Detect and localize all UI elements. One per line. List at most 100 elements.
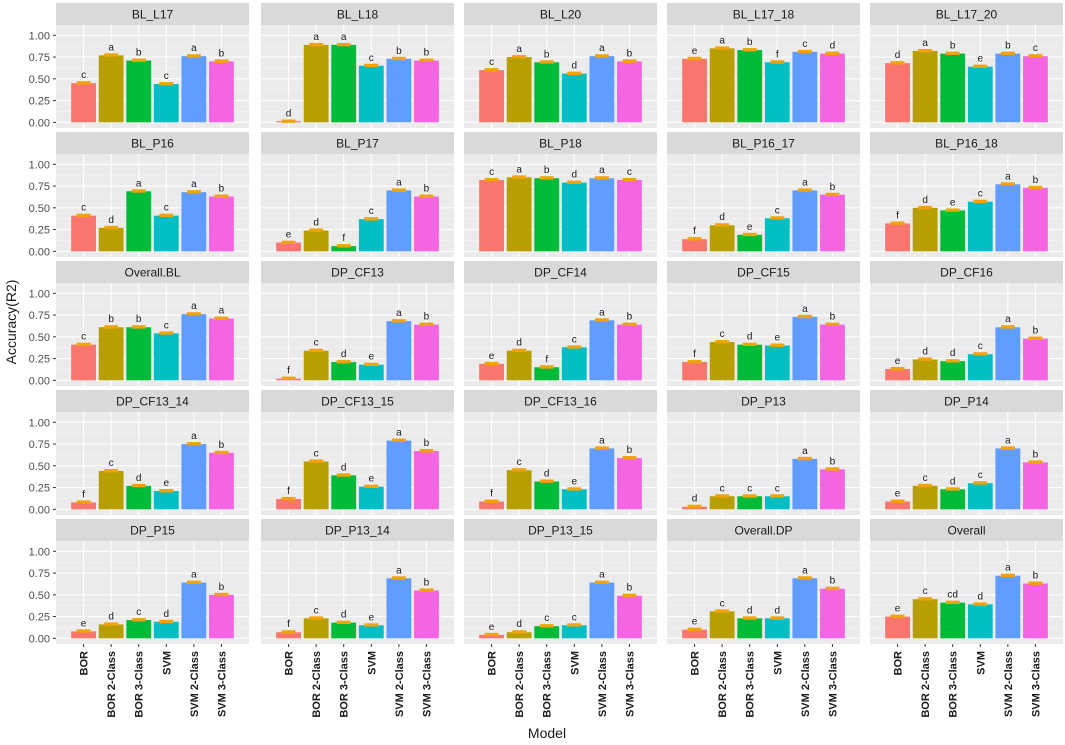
- facet-title: DP_CF13_14: [116, 395, 189, 409]
- bar: [303, 618, 329, 639]
- bar: [126, 485, 152, 510]
- bar: [912, 359, 938, 381]
- significance-letter: e: [286, 230, 292, 241]
- error-bar: [131, 189, 146, 193]
- significance-letter: b: [424, 184, 430, 195]
- significance-letter: d: [692, 494, 698, 505]
- significance-letter: a: [516, 164, 522, 175]
- x-tick-label: SVM 2-Class: [394, 651, 406, 717]
- x-tick-label: BOR 2-Class: [514, 651, 526, 718]
- bar: [303, 461, 329, 510]
- error-bar: [76, 81, 91, 85]
- error-bar: [391, 56, 406, 61]
- error-bar: [309, 459, 324, 463]
- x-tick-label: SVM 3-Class: [1030, 651, 1042, 717]
- bar: [940, 489, 966, 510]
- significance-letter: c: [775, 483, 780, 494]
- bar: [386, 321, 412, 381]
- bar: [940, 602, 966, 639]
- error-bar: [770, 494, 785, 498]
- significance-letter: d: [922, 195, 928, 206]
- facet-strip: [667, 3, 860, 25]
- facet-panel: Overall.BL c b b c a a 0.00 0.25 0.50 0.75 1.00: [29, 261, 249, 387]
- bar: [153, 491, 179, 510]
- bar: [885, 501, 910, 510]
- bar: [386, 578, 412, 639]
- significance-letter: a: [922, 38, 928, 49]
- bar: [792, 316, 818, 381]
- facet-title: DP_CF13_15: [321, 395, 394, 409]
- error-bar: [131, 325, 146, 329]
- bar: [940, 361, 966, 381]
- significance-letter: d: [747, 605, 753, 616]
- bar: [737, 618, 763, 639]
- error-bar: [945, 208, 960, 212]
- significance-letter: f: [896, 210, 899, 221]
- significance-letter: d: [747, 332, 753, 343]
- bar: [209, 61, 234, 123]
- bar: [561, 489, 587, 510]
- facet-strip: [261, 261, 454, 283]
- bar: [820, 194, 845, 252]
- facet-strip: [667, 390, 860, 412]
- bar: [995, 184, 1021, 252]
- facet-strip: [464, 390, 657, 412]
- significance-letter: c: [627, 167, 632, 178]
- facet-panel: DP_CF13_15f c d e a b: [261, 390, 454, 515]
- bar: [181, 314, 207, 381]
- y-tick-label: 0.50: [29, 203, 50, 215]
- significance-letter: c: [978, 341, 983, 352]
- significance-letter: a: [1005, 563, 1011, 574]
- bar: [181, 444, 207, 510]
- error-bar: [131, 483, 146, 488]
- significance-letter: c: [489, 57, 494, 68]
- significance-letter: d: [950, 348, 956, 359]
- y-tick-label: 1.00: [29, 417, 50, 429]
- significance-letter: e: [692, 46, 698, 57]
- error-bar: [159, 82, 174, 86]
- facet-strip: [56, 519, 249, 541]
- x-tick-label: BOR 3-Class: [339, 651, 351, 718]
- error-bar: [1028, 581, 1043, 585]
- significance-letter: e: [895, 489, 901, 500]
- significance-letter: b: [627, 48, 633, 59]
- x-tick-label: BOR: [487, 651, 499, 676]
- bar: [709, 611, 735, 639]
- bar: [682, 239, 707, 252]
- error-bar: [973, 602, 988, 606]
- y-tick-label: 0.00: [29, 375, 50, 387]
- significance-letter: d: [978, 591, 984, 602]
- error-bar: [1028, 460, 1043, 464]
- facet-title: DP_P13_14: [325, 524, 390, 538]
- error-bar: [364, 623, 379, 627]
- error-bar: [364, 217, 379, 221]
- x-tick-label: SVM 2-Class: [189, 651, 201, 717]
- significance-letter: b: [830, 182, 836, 193]
- x-tick-label: SVM 2-Class: [1003, 651, 1015, 717]
- error-bar: [512, 348, 527, 353]
- error-bar: [419, 194, 434, 198]
- error-bar: [622, 59, 637, 63]
- y-tick-label: 0.50: [29, 590, 50, 602]
- significance-letter: a: [396, 565, 402, 576]
- facet-strip: [464, 3, 657, 25]
- bar: [967, 483, 993, 510]
- significance-letter: b: [424, 577, 430, 588]
- error-bar: [214, 592, 229, 597]
- error-bar: [742, 342, 757, 347]
- facet-title: BL_P17: [336, 137, 379, 151]
- bar: [386, 440, 412, 510]
- significance-letter: f: [776, 49, 779, 60]
- facet-title: DP_CF15: [737, 266, 790, 280]
- error-bar: [1000, 51, 1015, 55]
- error-bar: [742, 48, 757, 52]
- error-bar: [186, 442, 201, 446]
- significance-letter: d: [516, 338, 522, 349]
- x-tick-label: BOR: [284, 651, 296, 676]
- bar: [912, 207, 938, 252]
- bar: [358, 486, 384, 510]
- bar: [386, 58, 412, 123]
- facet-strip: [667, 261, 860, 283]
- bar: [589, 582, 615, 639]
